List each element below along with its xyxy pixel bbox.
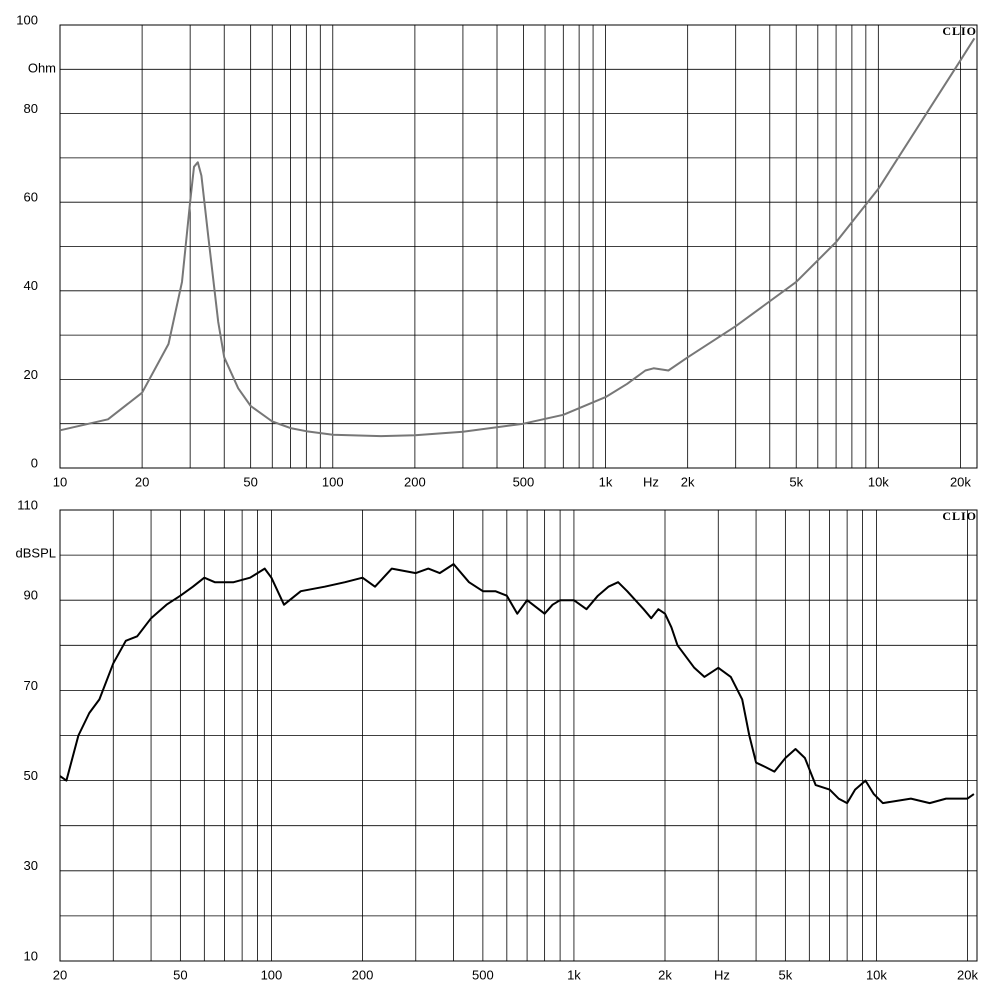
y-tick-label: 70 [24,678,38,693]
x-tick-label: 5k [789,474,803,489]
x-tick-label: 50 [243,474,257,489]
x-tick-label: 1k [599,474,613,489]
x-tick-label: 1k [567,967,581,982]
x-tick-label: 500 [513,474,535,489]
y-tick-label: 10 [24,948,38,963]
x-tick-label: 100 [322,474,344,489]
x-tick-label: 200 [352,967,374,982]
x-tick-label: 2k [681,474,695,489]
y-axis-label: Ohm [28,60,56,75]
x-tick-label: 10k [868,474,889,489]
x-axis-label: Hz [643,474,659,489]
plot-frame [59,509,978,962]
brand-label: CLIO [942,509,977,523]
x-tick-label: 50 [173,967,187,982]
y-tick-label: 80 [24,101,38,116]
x-tick-label: 10k [866,967,887,982]
y-tick-label: 0 [31,455,38,470]
data-line [59,37,976,438]
brand-label: CLIO [942,24,977,38]
x-tick-label: 2k [658,967,672,982]
y-tick-label: 60 [24,190,38,205]
y-tick-label: 30 [24,858,38,873]
x-tick-label: 100 [261,967,283,982]
y-axis-label: dBSPL [16,545,56,560]
x-tick-label: 20 [135,474,149,489]
x-tick-label: 20 [53,967,67,982]
x-tick-label: 20k [950,474,971,489]
y-tick-label: 40 [24,278,38,293]
y-tick-label: 50 [24,768,38,783]
y-tick-label: 90 [24,588,38,603]
plot-frame [59,24,978,469]
y-tick-label: 20 [24,367,38,382]
y-tick-label: 100 [16,12,38,27]
x-tick-label: 5k [779,967,793,982]
x-axis-label: Hz [714,967,730,982]
data-line [59,563,975,805]
x-tick-label: 10 [53,474,67,489]
x-tick-label: 20k [957,967,978,982]
y-tick-label: 110 [17,497,38,512]
x-tick-label: 200 [404,474,426,489]
x-tick-label: 500 [472,967,494,982]
